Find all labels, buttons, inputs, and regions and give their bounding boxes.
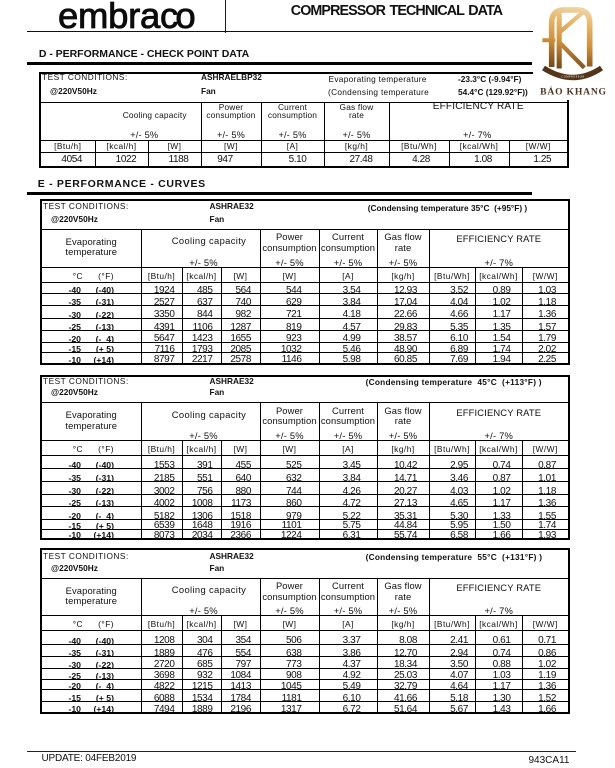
svg-text:BẢO KHANG: BẢO KHANG — [540, 86, 607, 98]
svg-text:COMPRESSOR: COMPRESSOR — [561, 75, 584, 78]
